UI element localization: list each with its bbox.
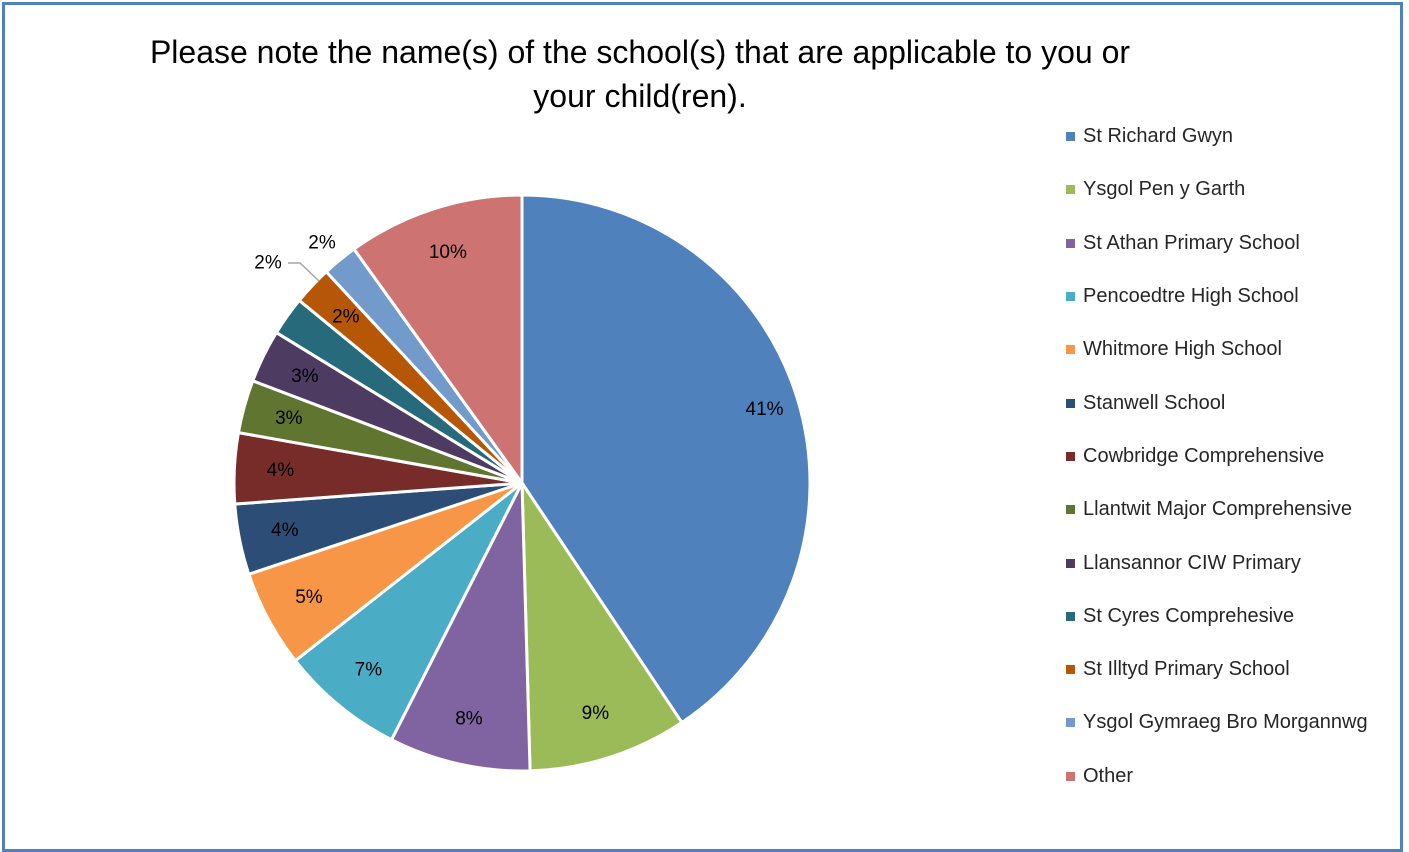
- pie-slice-pencoedtre-high-school: [293, 481, 524, 742]
- legend-item-st-athan-primary-school: St Athan Primary School: [1066, 217, 1406, 270]
- legend-swatch: [1066, 558, 1075, 568]
- legend-swatch: [1066, 398, 1075, 408]
- legend-swatch: [1066, 132, 1075, 142]
- pie-slice-ysgol-pen-y-garth: [520, 477, 684, 773]
- legend-label: St Illtyd Primary School: [1083, 658, 1290, 681]
- legend-label: Whitmore High School: [1083, 338, 1282, 361]
- legend-item-whitmore-high-school: Whitmore High School: [1066, 323, 1406, 376]
- legend-label: Pencoedtre High School: [1083, 285, 1299, 308]
- legend-label: St Richard Gwyn: [1083, 125, 1234, 148]
- data-label-st-illtyd-primary-school: 2%: [332, 307, 360, 328]
- data-label-ysgol-pen-y-garth: 9%: [582, 703, 610, 724]
- legend-item-ysgol-pen-y-garth: Ysgol Pen y Garth: [1066, 163, 1406, 216]
- legend-label: Cowbridge Comprehensive: [1083, 444, 1325, 467]
- legend-swatch: [1066, 771, 1075, 781]
- legend-label: Ysgol Gymraeg Bro Morgannwg: [1083, 711, 1368, 734]
- data-label-ysgol-gymraeg-bro-morgannwg: 2%: [308, 233, 336, 254]
- data-label-st-richard-gwyn: 41%: [746, 399, 784, 420]
- legend-label: Other: [1083, 764, 1134, 787]
- data-label-st-athan-primary-school: 8%: [455, 709, 483, 730]
- legend-item-st-illtyd-primary-school: St Illtyd Primary School: [1066, 643, 1406, 696]
- pie-slice-other: [351, 193, 524, 488]
- legend-item-stanwell-school: Stanwell School: [1066, 376, 1406, 429]
- data-label-stanwell-school: 4%: [271, 520, 299, 541]
- legend-item-pencoedtre-high-school: Pencoedtre High School: [1066, 270, 1406, 323]
- legend-swatch: [1066, 345, 1075, 355]
- legend-item-st-cyres-comprehesive: St Cyres Comprehesive: [1066, 590, 1406, 643]
- legend-swatch: [1066, 185, 1075, 195]
- legend-label: St Cyres Comprehesive: [1083, 604, 1295, 627]
- legend-swatch: [1066, 665, 1075, 675]
- data-label-llansannor-ciw-primary: 3%: [291, 366, 319, 387]
- data-label-other: 10%: [429, 242, 467, 263]
- data-label-whitmore-high-school: 5%: [295, 587, 323, 608]
- legend-item-st-richard-gwyn: St Richard Gwyn: [1066, 110, 1406, 163]
- legend-label: St Athan Primary School: [1083, 231, 1300, 254]
- data-label-st-cyres-comprehesive: 2%: [254, 253, 282, 274]
- legend-swatch: [1066, 238, 1075, 248]
- legend-item-llansannor-ciw-primary: Llansannor CIW Primary: [1066, 536, 1406, 589]
- legend-label: Llantwit Major Comprehensive: [1083, 498, 1353, 521]
- legend-label: Ysgol Pen y Garth: [1083, 178, 1246, 201]
- legend-item-other: Other: [1066, 750, 1406, 803]
- leader-line-st-cyres-comprehesive: [288, 262, 320, 282]
- legend: St Richard Gwyn Ysgol Pen y Garth St Athan…: [1066, 110, 1406, 803]
- chart-title: Please note the name(s) of the school(s)…: [149, 34, 1131, 114]
- legend-item-cowbridge-comprehensive: Cowbridge Comprehensive: [1066, 430, 1406, 483]
- legend-item-llantwit-major-comprehensive: Llantwit Major Comprehensive: [1066, 483, 1406, 536]
- legend-swatch: [1066, 451, 1075, 461]
- legend-item-ysgol-gymraeg-bro-morgannwg: Ysgol Gymraeg Bro Morgannwg: [1066, 696, 1406, 749]
- pie-slice-st-athan-primary-school: [389, 482, 532, 773]
- legend-swatch: [1066, 292, 1075, 302]
- legend-swatch: [1066, 505, 1075, 515]
- data-label-llantwit-major-comprehensive: 3%: [275, 408, 303, 429]
- legend-swatch: [1066, 718, 1075, 728]
- legend-swatch: [1066, 611, 1075, 621]
- data-label-cowbridge-comprehensive: 4%: [267, 460, 295, 481]
- data-label-pencoedtre-high-school: 7%: [355, 659, 383, 680]
- legend-label: Stanwell School: [1083, 391, 1226, 414]
- legend-label: Llansannor CIW Primary: [1083, 551, 1301, 574]
